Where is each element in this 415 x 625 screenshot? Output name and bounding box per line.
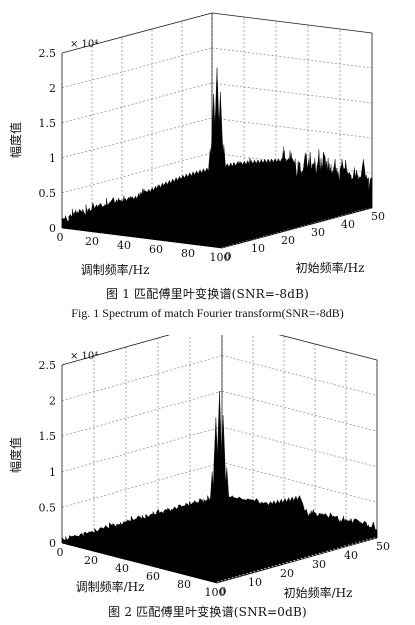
box-edge	[211, 12, 373, 34]
x-tick-label: 20	[84, 554, 98, 567]
z-tick-label: 2.5	[39, 359, 57, 372]
z-tick-label: 1.5	[39, 117, 57, 130]
grid-line	[61, 117, 213, 159]
grid-line	[221, 390, 378, 432]
z-tick-label: 2.5	[39, 47, 57, 60]
box-edge	[278, 335, 378, 361]
x-tick-label: 0	[57, 231, 64, 244]
y-tick-label: 30	[311, 226, 325, 239]
x-axis-label: 调制频率/Hz	[81, 262, 150, 277]
x-tick-label: 0	[57, 546, 64, 559]
y-tick-label: 0	[220, 585, 227, 598]
y-tick-label: 10	[251, 242, 265, 255]
figure-1-caption-cn: 图 1 匹配傅里叶变换谱(SNR=-8dB)	[105, 287, 310, 301]
grid-line	[221, 462, 378, 503]
x-tick-label: 100	[205, 586, 226, 599]
x-tick-label: 40	[115, 562, 129, 575]
surface-slice	[61, 536, 218, 584]
y-tick-label: 10	[248, 576, 262, 589]
z-axis-label: 幅度值	[8, 437, 23, 473]
grid-line	[61, 152, 213, 194]
grid-line	[61, 355, 223, 401]
z-tick-label: 0.5	[39, 501, 57, 514]
scale-factor-label: × 10⁴	[70, 39, 98, 50]
figure-1: 0 0.5 1 1.5 2 2.5 0 20 40 60 80 100 0 10 20 30 40 50 × 10⁴…	[8, 12, 385, 320]
spectrum-surface	[61, 390, 378, 584]
y-tick-label: 20	[280, 567, 294, 580]
z-tick-label: 0	[49, 222, 56, 235]
grid-line	[221, 426, 378, 468]
grid-line	[211, 117, 373, 139]
y-axis-label: 初始频率/Hz	[296, 260, 365, 275]
grid-line	[61, 426, 223, 473]
y-tick-label: 0	[225, 250, 232, 263]
scale-factor-label: × 10⁴	[70, 351, 98, 362]
y-tick-label: 50	[371, 210, 385, 223]
z-axis-label: 幅度值	[8, 122, 23, 158]
y-axis-label: 初始频率/Hz	[284, 585, 353, 600]
x-tick-label: 60	[146, 570, 160, 583]
y-tick-label: 50	[376, 540, 390, 553]
y-tick-label: 20	[281, 234, 295, 247]
y-tick-label: 30	[312, 558, 326, 571]
figure-2: 0 0.5 1 1.5 2 2.5 0 20 40 60 80 100 0 10 20 30 40 50 × 10⁴…	[0, 335, 415, 625]
x-tick-label: 80	[181, 247, 195, 260]
spectrum-surface	[61, 67, 373, 249]
surface-slice	[61, 183, 223, 249]
grid-line	[61, 390, 223, 437]
z-tick-label: 1	[49, 152, 56, 165]
x-tick-label: 100	[210, 251, 231, 264]
grid-line	[61, 82, 213, 124]
z-tick-label: 0.5	[39, 187, 57, 200]
z-tick-label: 2	[49, 395, 56, 408]
grid-line	[61, 47, 213, 89]
y-tick-label: 40	[341, 218, 355, 231]
grid-line	[279, 335, 378, 361]
grid-line	[61, 462, 223, 508]
grid-line	[211, 47, 373, 69]
x-tick-label: 40	[117, 239, 131, 252]
z-tick-label: 2	[49, 82, 56, 95]
z-tick-label: 1	[49, 466, 56, 479]
x-tick-label: 20	[85, 235, 99, 248]
grid-line	[211, 82, 373, 104]
z-tick-label: 1.5	[39, 430, 57, 443]
box-edge	[61, 12, 213, 54]
x-tick-label: 60	[149, 243, 163, 256]
y-tick-label: 40	[344, 549, 358, 562]
z-tick-label: 0	[49, 537, 56, 550]
grid-line	[221, 355, 378, 396]
x-tick-label: 80	[177, 578, 191, 591]
figure-2-caption-cn: 图 2 匹配傅里叶变换谱(SNR=0dB)	[108, 605, 307, 619]
box-edge	[61, 335, 171, 366]
figure-1-caption-en: Fig. 1 Spectrum of match Fourier transfo…	[71, 306, 344, 320]
x-axis-label: 调制频率/Hz	[76, 579, 145, 594]
